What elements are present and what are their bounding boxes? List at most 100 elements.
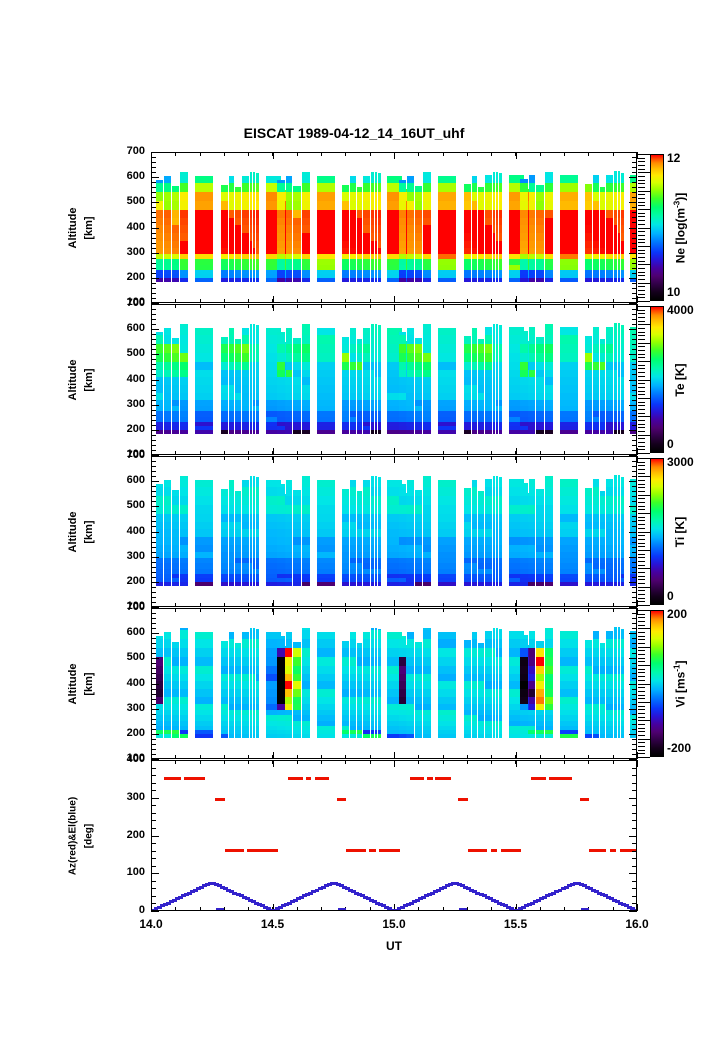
heatmap-cell — [423, 568, 432, 575]
heatmap-cell — [374, 681, 377, 690]
heatmap-cell — [377, 726, 381, 731]
y-tick-minor — [152, 435, 156, 436]
heatmap-cell — [463, 488, 471, 497]
heatmap-cell — [195, 696, 214, 705]
heatmap-cell — [301, 353, 310, 363]
heatmap-cell — [241, 400, 249, 406]
heatmap-cell — [463, 240, 471, 249]
heatmap-cell — [356, 377, 363, 386]
heatmap-cell — [171, 201, 180, 211]
heatmap-cell — [377, 225, 381, 234]
x-tick-minor — [345, 153, 346, 156]
heatmap-cell — [617, 369, 620, 378]
heatmap-cell — [499, 487, 503, 497]
el-sample — [244, 897, 250, 901]
heatmap-cell — [599, 673, 606, 682]
y-tick-minor — [152, 177, 156, 178]
heatmap-cell — [374, 369, 377, 378]
heatmap-cell — [528, 240, 536, 249]
x-tick-minor — [321, 305, 322, 308]
heatmap-cell — [499, 673, 503, 682]
heatmap-cell — [528, 689, 536, 697]
x-tick-minor — [175, 755, 176, 758]
heatmap-cell — [423, 233, 432, 241]
heatmap-cell — [414, 264, 423, 271]
heatmap-cell — [164, 233, 171, 241]
el-sample — [256, 903, 262, 907]
heatmap-cell — [585, 709, 593, 716]
x-tick-minor — [175, 457, 176, 460]
az-segment-gap — [244, 761, 247, 910]
el-sample — [417, 897, 423, 901]
heatmap-cell — [423, 726, 432, 731]
heatmap-cell — [593, 233, 599, 241]
heatmap-cell — [374, 537, 377, 545]
heatmap-cell — [508, 405, 524, 412]
x-tick-major — [516, 304, 517, 311]
heatmap-cell — [350, 344, 356, 354]
colorbar-tick — [638, 332, 645, 333]
heatmap-cell — [599, 385, 606, 393]
heatmap-cell — [253, 630, 256, 640]
heatmap-cell — [414, 362, 423, 370]
y-tick-minor — [152, 623, 156, 624]
heatmap-cell — [496, 259, 499, 265]
heatmap-cell — [499, 581, 503, 586]
heatmap-cell — [478, 666, 484, 674]
heatmap-cell — [478, 689, 484, 697]
heatmap-cell — [293, 574, 301, 579]
heatmap-cell — [438, 405, 457, 412]
heatmap-cell — [407, 385, 414, 393]
heatmap-cell — [617, 726, 620, 731]
heatmap-cell — [606, 405, 614, 412]
heatmap-cell — [235, 274, 241, 278]
heatmap-cell — [496, 253, 499, 260]
heatmap-cell — [536, 337, 544, 345]
heatmap-cell — [593, 344, 599, 354]
heatmap-cell — [528, 715, 536, 721]
heatmap-cell — [559, 392, 578, 401]
heatmap-cell — [471, 733, 478, 738]
heatmap-cell — [356, 253, 363, 260]
el-sample — [211, 881, 217, 885]
el-sample — [299, 895, 305, 899]
heatmap-cell — [371, 225, 374, 234]
x-tick-minor — [151, 457, 152, 460]
heatmap-cell — [398, 210, 407, 218]
heatmap-cell — [155, 709, 164, 716]
heatmap-cell — [265, 574, 281, 579]
heatmap-cell — [407, 274, 414, 278]
heatmap-cell — [377, 183, 381, 193]
heatmap-cell — [220, 563, 228, 569]
heatmap-cell — [438, 563, 457, 569]
x-tick-minor — [370, 755, 371, 758]
heatmap-cell — [528, 544, 536, 553]
heatmap-cell — [606, 175, 614, 184]
heatmap-cell — [253, 648, 256, 658]
heatmap-cell — [614, 362, 617, 370]
heatmap-cell — [617, 264, 620, 271]
heatmap-cell — [377, 704, 381, 710]
heatmap-cell — [508, 400, 524, 406]
heatmap-cell — [220, 505, 228, 515]
el-sample — [600, 892, 605, 896]
heatmap-cell — [508, 392, 524, 401]
heatmap-cell — [285, 400, 293, 406]
heatmap-cell — [471, 704, 478, 710]
el-sample — [426, 892, 432, 896]
heatmap-cell — [301, 544, 310, 553]
heatmap-cell — [220, 217, 228, 226]
y-tick-minor — [152, 798, 156, 799]
heatmap-cell — [536, 726, 544, 731]
heatmap-cell — [528, 648, 536, 658]
heatmap-cell — [387, 183, 403, 193]
heatmap-cell — [463, 426, 471, 430]
heatmap-cell — [496, 335, 499, 345]
heatmap-cell — [471, 240, 478, 249]
heatmap-cell — [463, 405, 471, 412]
colorbar-tick — [638, 665, 650, 666]
heatmap-cell — [478, 277, 484, 282]
heatmap-cell — [630, 274, 636, 278]
heatmap-cell — [228, 201, 235, 211]
heatmap-cell — [593, 574, 599, 579]
